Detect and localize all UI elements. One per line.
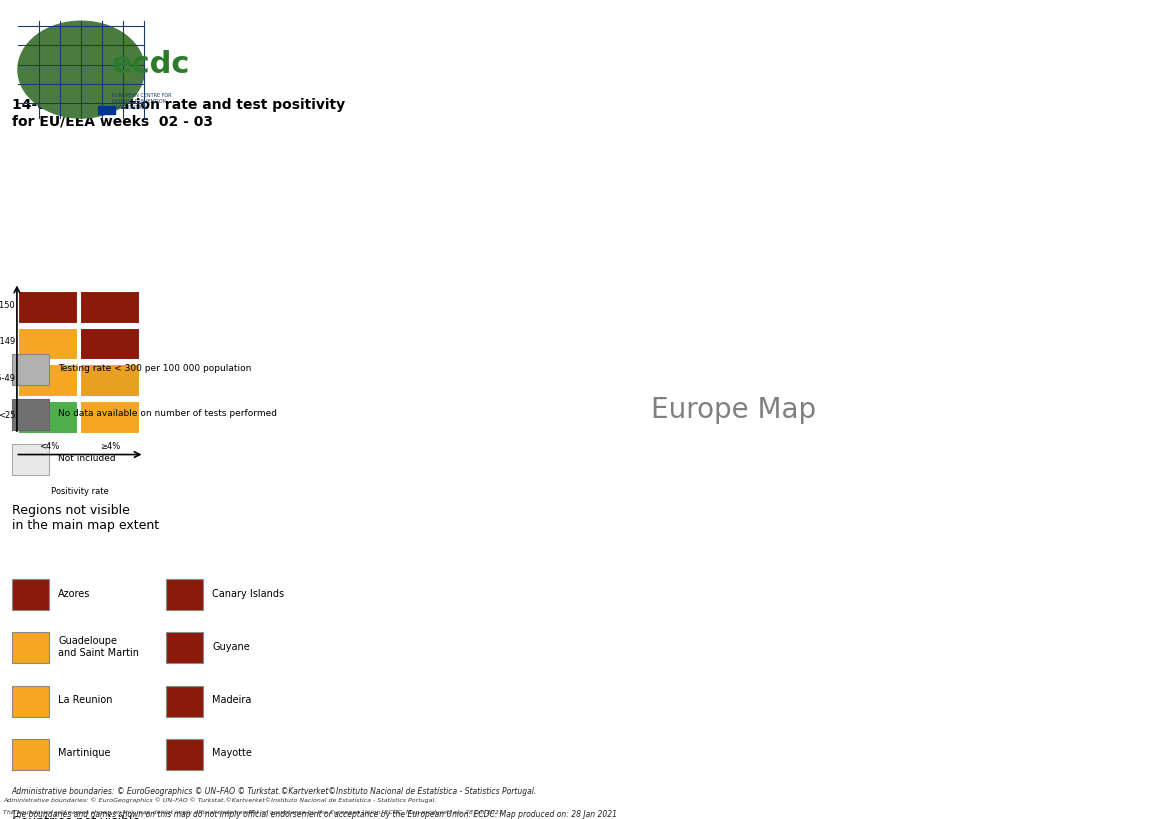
Text: 14-day notification rate per 100 000 population: 14-day notification rate per 100 000 pop… — [0, 269, 1, 452]
Text: Azores: Azores — [58, 589, 90, 599]
Text: La Reunion: La Reunion — [58, 695, 113, 705]
FancyBboxPatch shape — [13, 444, 49, 475]
Text: Canary Islands: Canary Islands — [212, 589, 284, 599]
FancyBboxPatch shape — [19, 401, 79, 434]
FancyBboxPatch shape — [80, 291, 140, 324]
Text: <4%: <4% — [39, 442, 59, 451]
FancyBboxPatch shape — [166, 739, 203, 770]
Text: 14-day notification rate and test positivity
for EU/EEA weeks  02 - 03: 14-day notification rate and test positi… — [13, 98, 346, 129]
FancyBboxPatch shape — [13, 686, 49, 717]
Text: <25: <25 — [0, 411, 15, 420]
Text: Administrative boundaries: © EuroGeographics © UN–FAO © Turkstat.©Kartverket©Ins: Administrative boundaries: © EuroGeograp… — [12, 788, 537, 796]
Text: Europe Map: Europe Map — [651, 396, 817, 423]
Text: Testing rate < 300 per 100 000 population: Testing rate < 300 per 100 000 populatio… — [58, 364, 252, 373]
FancyBboxPatch shape — [166, 632, 203, 663]
FancyBboxPatch shape — [166, 579, 203, 610]
Text: No data available on number of tests performed: No data available on number of tests per… — [58, 410, 277, 418]
FancyBboxPatch shape — [19, 291, 79, 324]
Text: The boundaries and names shown on this map do not imply official endorsement or : The boundaries and names shown on this m… — [3, 810, 502, 815]
Text: Not included: Not included — [58, 455, 116, 463]
Text: Madeira: Madeira — [212, 695, 252, 705]
Bar — [97, 106, 115, 115]
FancyBboxPatch shape — [19, 328, 79, 360]
Text: 50-149: 50-149 — [0, 337, 15, 346]
Text: Positivity rate: Positivity rate — [51, 487, 109, 496]
Text: Countries not visible
in the main map extent: Countries not visible in the main map ex… — [13, 815, 159, 819]
FancyBboxPatch shape — [166, 686, 203, 717]
Text: Guadeloupe
and Saint Martin: Guadeloupe and Saint Martin — [58, 636, 139, 658]
FancyBboxPatch shape — [13, 399, 49, 430]
FancyBboxPatch shape — [13, 632, 49, 663]
Text: 25-49: 25-49 — [0, 374, 15, 383]
FancyBboxPatch shape — [80, 401, 140, 434]
Text: Martinique: Martinique — [58, 749, 111, 758]
FancyBboxPatch shape — [13, 354, 49, 385]
Text: EUROPEAN CENTRE FOR
DISEASE PREVENTION
AND CONTROL: EUROPEAN CENTRE FOR DISEASE PREVENTION A… — [111, 93, 172, 110]
Text: Administrative boundaries: © EuroGeographics © UN–FAO © Turkstat.©Kartverket©Ins: Administrative boundaries: © EuroGeograp… — [3, 797, 436, 803]
FancyBboxPatch shape — [19, 364, 79, 397]
FancyBboxPatch shape — [13, 579, 49, 610]
Circle shape — [17, 21, 145, 118]
Text: The boundaries and names shown on this map do not imply official endorsement or : The boundaries and names shown on this m… — [12, 810, 617, 819]
Text: ecdc: ecdc — [111, 50, 190, 79]
Text: Guyane: Guyane — [212, 642, 249, 652]
Text: ≥150: ≥150 — [0, 301, 15, 310]
FancyBboxPatch shape — [13, 739, 49, 770]
FancyBboxPatch shape — [80, 328, 140, 360]
FancyBboxPatch shape — [80, 364, 140, 397]
Text: Mayotte: Mayotte — [212, 749, 252, 758]
Text: ≥4%: ≥4% — [101, 442, 121, 451]
Text: Regions not visible
in the main map extent: Regions not visible in the main map exte… — [13, 504, 159, 532]
